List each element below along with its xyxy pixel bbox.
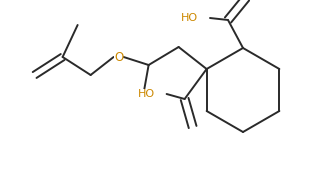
Text: HO: HO <box>181 13 198 23</box>
Text: O: O <box>114 51 123 63</box>
Text: HO: HO <box>138 89 155 99</box>
